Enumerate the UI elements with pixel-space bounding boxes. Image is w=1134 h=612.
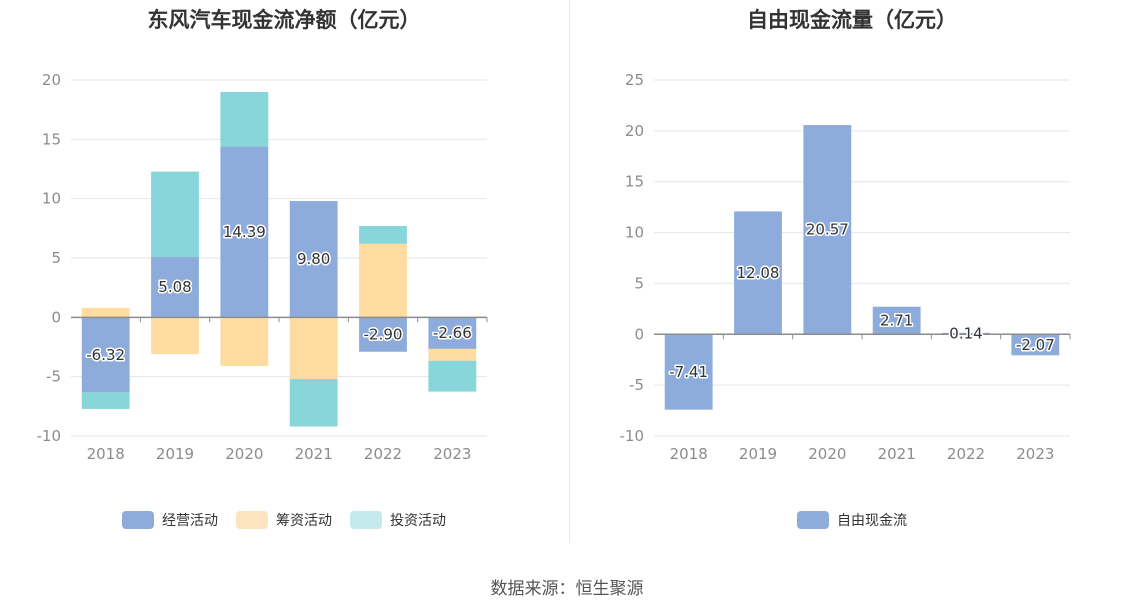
right-data-label-2023: -2.07 (1016, 336, 1055, 354)
left-data-label-2020: 14.39 (223, 223, 266, 241)
left-y-tick-label: 10 (42, 190, 61, 208)
right-y-tick-label: -10 (620, 427, 645, 445)
left-chart-svg: -10 -5 0 5 10 15 20 2018 2019 2020 2021 2022 2023 -6.… (37, 71, 488, 463)
legend-item-free-cash-flow[interactable]: 自由现金流 (797, 510, 907, 530)
legend-label-operating: 经营活动 (162, 513, 218, 529)
right-x-tick-label-2018: 2018 (670, 445, 708, 463)
left-legend: 经营活动 筹资活动 投资活动 (0, 510, 568, 530)
right-chart-svg: -10 -5 0 5 10 15 20 25 2018 2019 2020 2021 2022 2023 -… (620, 71, 1071, 463)
legend-swatch-investing (350, 511, 382, 529)
left-bar-2023-s1[interactable] (428, 348, 477, 361)
left-bar-2022-s1[interactable] (359, 243, 407, 318)
right-bar-2019-s0[interactable] (734, 211, 782, 335)
legend-swatch-financing (236, 511, 268, 529)
left-data-label-2018: -6.32 (86, 346, 125, 364)
left-bar-2019-s1[interactable] (151, 317, 199, 355)
legend-label-financing: 筹资活动 (276, 513, 332, 529)
right-y-tick-label: 25 (625, 71, 644, 89)
right-data-label-2022: 0.14 (949, 325, 982, 343)
right-y-tick-label: 5 (634, 274, 644, 292)
legend-item-financing[interactable]: 筹资活动 (236, 510, 332, 530)
legend-item-investing[interactable]: 投资活动 (350, 510, 446, 530)
right-y-tick-label: 0 (634, 325, 644, 343)
left-bar-2020-s1[interactable] (220, 317, 269, 366)
legend-swatch-free-cash-flow (797, 511, 829, 529)
right-x-tick-label-2021: 2021 (878, 445, 916, 463)
left-bar-2019-s0[interactable] (151, 257, 199, 318)
right-data-label-2021: 2.71 (880, 312, 913, 330)
right-y-tick-label: 15 (625, 173, 644, 191)
left-data-label-2019: 5.08 (158, 278, 191, 296)
left-x-tick-label-2021: 2021 (295, 445, 333, 463)
right-legend: 自由现金流 (570, 510, 1134, 530)
panel-divider (569, 0, 570, 543)
left-bar-2021-s0[interactable] (289, 201, 338, 318)
right-bar-2020-s0[interactable] (803, 125, 852, 335)
right-y-tick-label: -5 (629, 376, 644, 394)
left-bar-2018-s2[interactable] (81, 392, 130, 409)
free-cash-flow-chart: 自由现金流量（亿元） -10 -5 0 5 10 15 20 25 2018 2019 2020 20… (570, 0, 1134, 545)
left-data-label-2022: -2.90 (364, 326, 403, 344)
right-chart-title: 自由现金流量（亿元） (747, 8, 957, 32)
left-bar-2021-s1[interactable] (289, 317, 338, 380)
data-source-footer: 数据来源：恒生聚源 (490, 579, 644, 599)
left-chart-title: 东风汽车现金流净额（亿元） (147, 8, 421, 32)
right-bar-2018-s0[interactable] (664, 334, 713, 410)
left-y-tick-label: -10 (37, 427, 62, 445)
right-data-label-2020: 20.57 (806, 221, 849, 239)
left-data-label-2023: -2.66 (433, 324, 472, 342)
left-x-tick-label-2018: 2018 (87, 445, 125, 463)
left-bar-2018-s1[interactable] (81, 307, 130, 318)
left-x-tick-label-2020: 2020 (225, 445, 263, 463)
left-bar-2020-s0[interactable] (220, 146, 269, 318)
cash-flow-net-chart: 东风汽车现金流净额（亿元） -10 -5 0 5 10 15 20 2018 2019 2020 2… (0, 0, 568, 545)
legend-swatch-operating (122, 511, 154, 529)
left-bar-2023-s2[interactable] (428, 360, 477, 392)
left-bar-2023-s0[interactable] (428, 317, 477, 349)
left-bar-2019-s2[interactable] (151, 171, 199, 258)
right-y-tick-label: 10 (625, 224, 644, 242)
legend-label-investing: 投资活动 (390, 513, 446, 529)
left-x-tick-label-2022: 2022 (364, 445, 402, 463)
legend-item-operating[interactable]: 经营活动 (122, 510, 218, 530)
left-data-label-2021: 9.80 (297, 250, 330, 268)
left-bar-2020-s2[interactable] (220, 91, 269, 147)
right-data-label-2019: 12.08 (737, 264, 780, 282)
left-y-tick-label: -5 (46, 368, 61, 386)
left-bar-2018-s0[interactable] (81, 317, 130, 393)
right-data-label-2018: -7.41 (669, 363, 708, 381)
right-x-tick-label-2022: 2022 (947, 445, 985, 463)
right-x-tick-label-2020: 2020 (808, 445, 846, 463)
right-x-tick-label-2023: 2023 (1016, 445, 1054, 463)
left-bar-2022-s0[interactable] (359, 317, 407, 352)
left-bar-2022-s2[interactable] (359, 225, 407, 244)
left-x-tick-label-2023: 2023 (433, 445, 471, 463)
right-x-tick-label-2019: 2019 (739, 445, 777, 463)
left-y-tick-label: 20 (42, 71, 61, 89)
left-y-tick-label: 5 (51, 249, 61, 267)
legend-label-free-cash-flow: 自由现金流 (837, 513, 907, 529)
right-bar-2021-s0[interactable] (872, 306, 921, 335)
right-bar-2023-s0[interactable] (1011, 334, 1060, 356)
left-bar-2021-s2[interactable] (289, 379, 338, 427)
left-y-tick-label: 15 (42, 130, 61, 148)
right-y-tick-label: 20 (625, 122, 644, 140)
left-x-tick-label-2019: 2019 (156, 445, 194, 463)
left-y-tick-label: 0 (51, 308, 61, 326)
